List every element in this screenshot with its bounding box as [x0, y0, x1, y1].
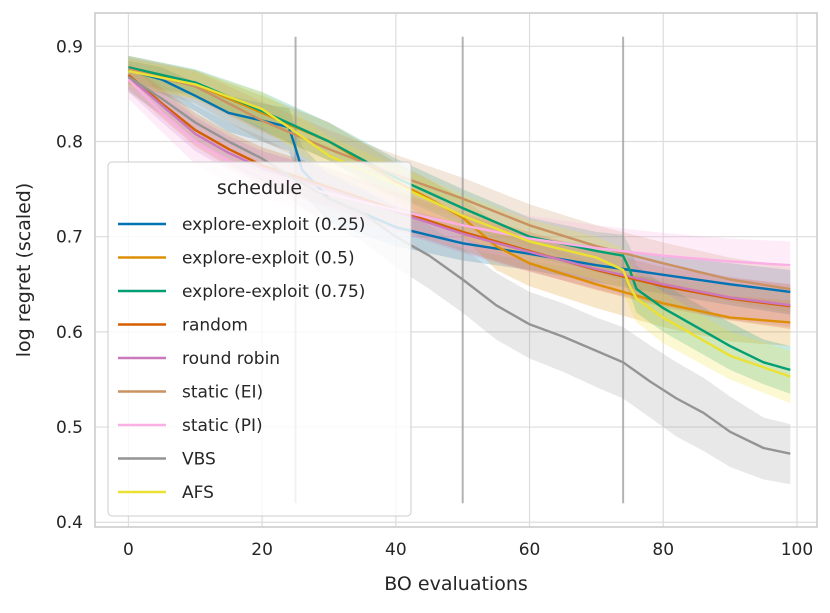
x-tick-label: 20 [251, 540, 273, 560]
x-tick-label: 60 [519, 540, 541, 560]
x-tick-label: 100 [781, 540, 813, 560]
legend-label: static (PI) [182, 416, 263, 436]
line-explore-exploit-0-5- [128, 66, 791, 324]
x-tick-label: 40 [385, 540, 407, 560]
line-static-ei- [128, 68, 791, 291]
y-tick-label: 0.5 [56, 418, 83, 438]
legend-entry: explore-exploit (0.25) [118, 215, 365, 235]
legend-entry: static (PI) [118, 416, 263, 436]
y-tick-label: 0.4 [56, 513, 83, 533]
legend-label: explore-exploit (0.5) [182, 249, 355, 269]
legend-entry: static (EI) [118, 383, 263, 403]
x-tick-label: 80 [652, 540, 674, 560]
y-tick-label: 0.8 [56, 133, 83, 153]
legend-label: random [182, 316, 248, 336]
line-afs [128, 69, 791, 378]
band-static-pi- [128, 63, 791, 290]
y-tick-label: 0.6 [56, 323, 83, 343]
legend-label: round robin [182, 349, 280, 369]
legend-entry: random [118, 316, 248, 336]
line-vbs [127, 75, 791, 455]
band-random [128, 63, 791, 330]
y-tick-label: 0.9 [56, 37, 83, 57]
legend-title: schedule [217, 177, 302, 199]
legend-entry: VBS [118, 450, 216, 470]
legend-entry: round robin [118, 349, 280, 369]
legend-entry: explore-exploit (0.75) [118, 282, 365, 302]
legend-entry: explore-exploit (0.5) [118, 249, 355, 269]
line-explore-exploit-0-75- [128, 66, 791, 372]
legend-label: explore-exploit (0.75) [182, 282, 365, 302]
legend-label: static (EI) [182, 383, 263, 403]
plot-frame [94, 12, 818, 528]
legend: schedule explore-exploit (0.25)explore-e… [107, 161, 412, 517]
band-static-ei- [128, 57, 791, 313]
legend-label: explore-exploit (0.25) [182, 215, 365, 235]
legend-label: VBS [182, 450, 216, 470]
legend-entry: AFS [118, 483, 214, 503]
legend-box [107, 161, 412, 517]
legend-label: AFS [182, 483, 214, 503]
legend-items: explore-exploit (0.25) explore-exploit (0… [118, 215, 365, 503]
y-tick-label: 0.7 [56, 228, 83, 248]
x-tick-label: 0 [123, 540, 134, 560]
y-axis-label: log regret (scaled) [13, 183, 35, 358]
x-axis-label: BO evaluations [384, 573, 528, 595]
tick-labels: 0 20 40 60 80 100 0.4 0.5 0.6 0.7 0.8 0.9 [56, 37, 813, 560]
